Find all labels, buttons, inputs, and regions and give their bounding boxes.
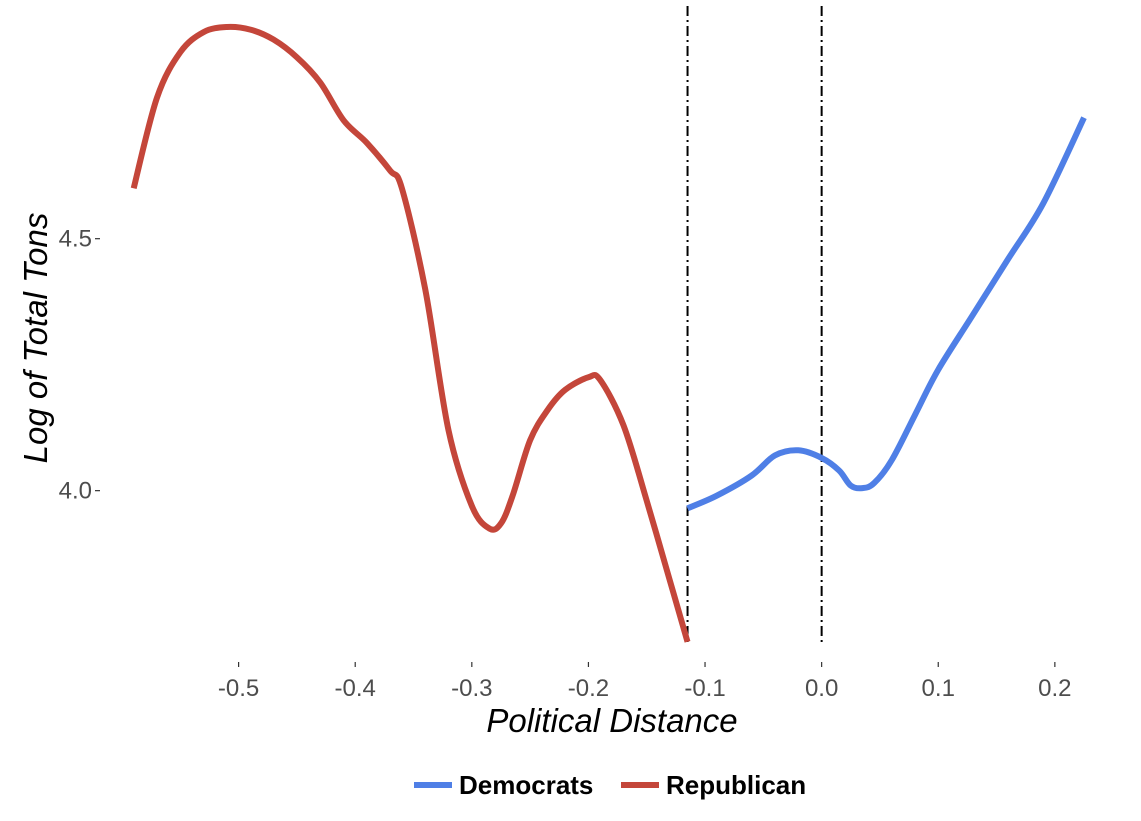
- x-tick-label: -0.2: [568, 675, 609, 702]
- series-layer: [130, 23, 1087, 643]
- series-line-republican: [130, 23, 691, 643]
- x-tick-label: 0.2: [1038, 675, 1071, 702]
- x-tick-label: -0.1: [684, 675, 725, 702]
- y-axis: 4.0 4.5: [59, 226, 100, 505]
- y-axis-title: Log of Total Tons: [17, 213, 54, 464]
- series-line-democrats: [686, 116, 1087, 512]
- x-axis: -0.5 -0.4 -0.3 -0.2 -0.1 0.0 0.1 0.2: [218, 662, 1072, 702]
- x-axis-title: Political Distance: [486, 702, 737, 739]
- x-tick-label: -0.5: [218, 675, 259, 702]
- legend: Democrats Republican: [414, 770, 806, 800]
- reference-lines: [686, 6, 823, 642]
- x-tick-label: -0.4: [335, 675, 376, 702]
- legend-label-democrats: Democrats: [459, 770, 593, 800]
- x-tick-label: 0.1: [922, 675, 955, 702]
- x-tick-label: -0.3: [451, 675, 492, 702]
- legend-label-republican: Republican: [666, 770, 806, 800]
- y-tick-label: 4.0: [59, 478, 92, 505]
- x-tick-label: 0.0: [805, 675, 838, 702]
- y-tick-label: 4.5: [59, 226, 92, 253]
